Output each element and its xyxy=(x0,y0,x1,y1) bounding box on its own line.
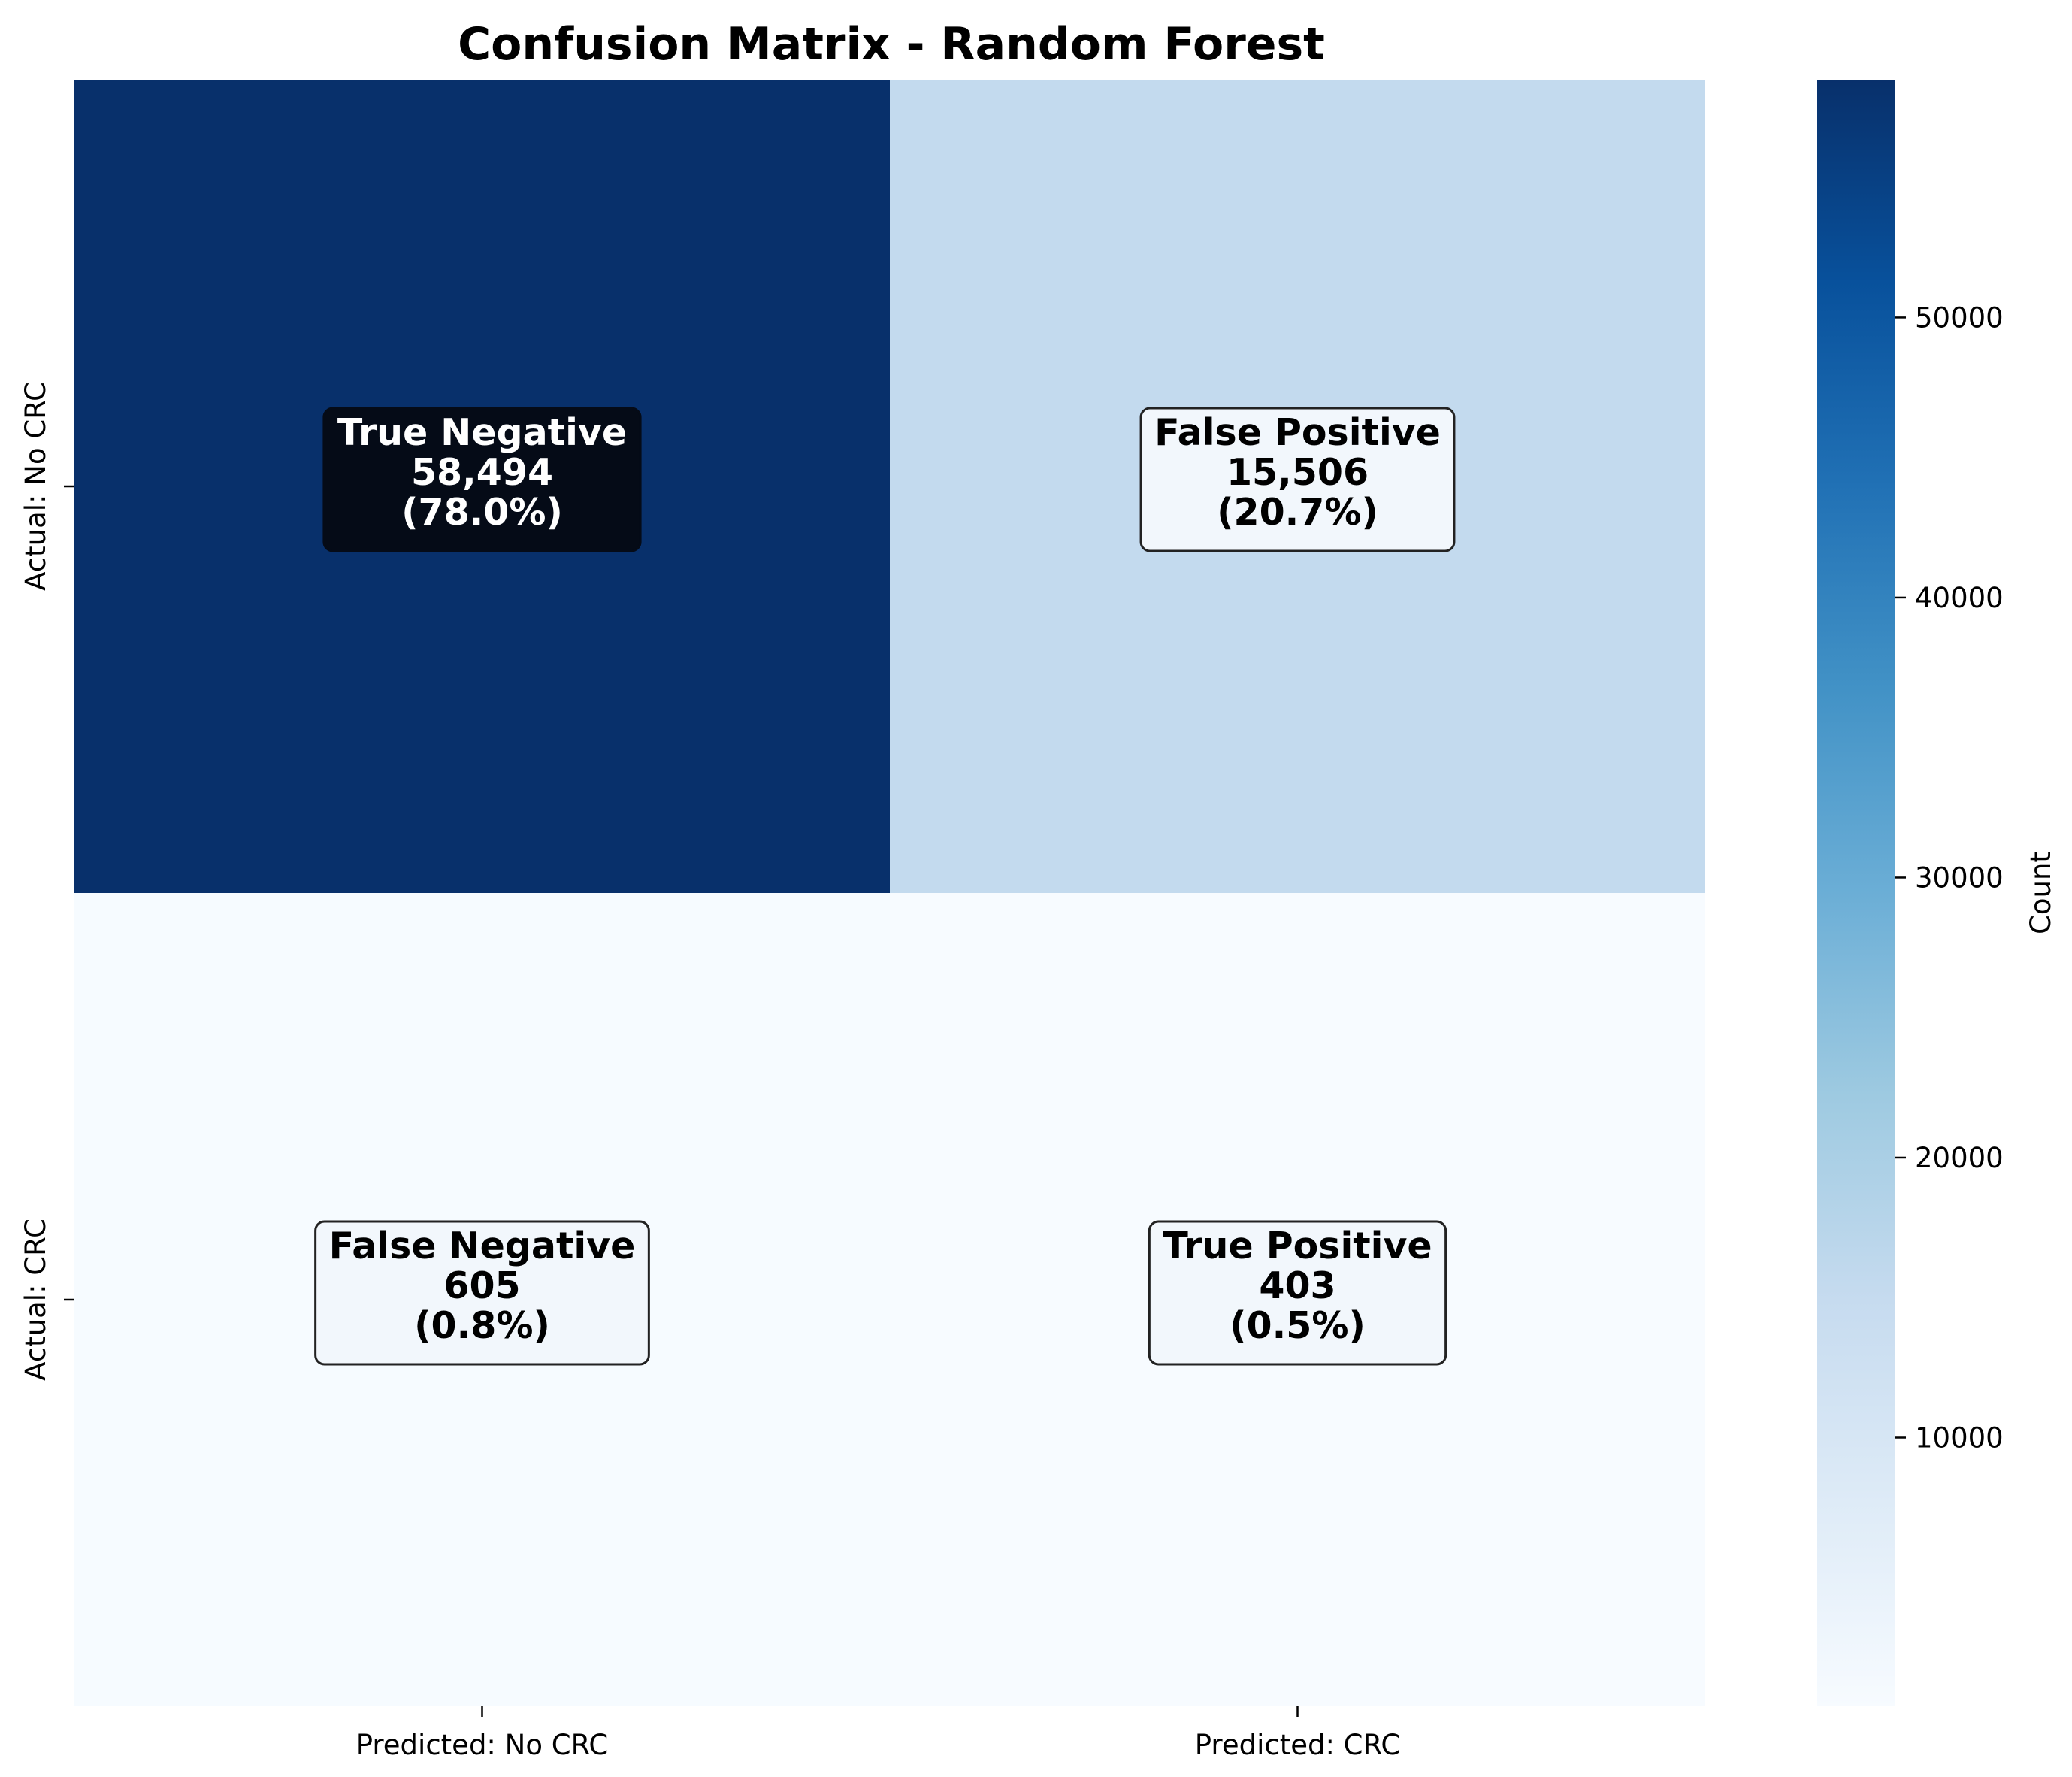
annotation-box xyxy=(1148,1220,1447,1366)
cell-percent: (0.8%) xyxy=(414,1304,550,1347)
cell-label: False Negative xyxy=(329,1225,636,1267)
x-tick-label: Predicted: CRC xyxy=(1195,1729,1400,1761)
cell-percent: (0.5%) xyxy=(1230,1304,1366,1347)
cell-label: False Positive xyxy=(1154,411,1441,454)
cell-count: 403 xyxy=(1259,1264,1335,1307)
y-tick-label: Actual: CRC xyxy=(20,1218,52,1381)
annotation-box xyxy=(1139,407,1456,552)
annotation-box xyxy=(314,1220,650,1366)
colorbar-tick-label: 20000 xyxy=(1915,1142,2004,1174)
colorbar-tick-label: 10000 xyxy=(1915,1421,2004,1454)
annotation-box xyxy=(322,407,642,552)
cell-count: 15,506 xyxy=(1227,451,1369,494)
colorbar-tick-label: 50000 xyxy=(1915,301,2004,334)
chart-title: Confusion Matrix - Random Forest xyxy=(458,18,1325,71)
y-tick-label: Actual: No CRC xyxy=(20,382,52,591)
cell-percent: (78.0%) xyxy=(401,491,563,534)
cell-label: True Positive xyxy=(1163,1225,1432,1267)
colorbar-gradient xyxy=(1817,80,1895,1706)
cell-count: 605 xyxy=(443,1264,520,1307)
x-tick-label: Predicted: No CRC xyxy=(356,1729,609,1761)
cell-percent: (20.7%) xyxy=(1217,491,1378,534)
colorbar-tick-label: 30000 xyxy=(1915,861,2004,894)
colorbar-label: Count xyxy=(2025,852,2057,934)
axes: Predicted: No CRC Predicted: CRC Actual: N… xyxy=(20,382,1400,1761)
colorbar: Count 10000 20000 30000 40000 50000 xyxy=(1817,80,2057,1706)
cell-count: 58,494 xyxy=(411,451,553,494)
cell-label: True Negative xyxy=(337,411,627,454)
colorbar-tick-label: 40000 xyxy=(1915,582,2004,614)
